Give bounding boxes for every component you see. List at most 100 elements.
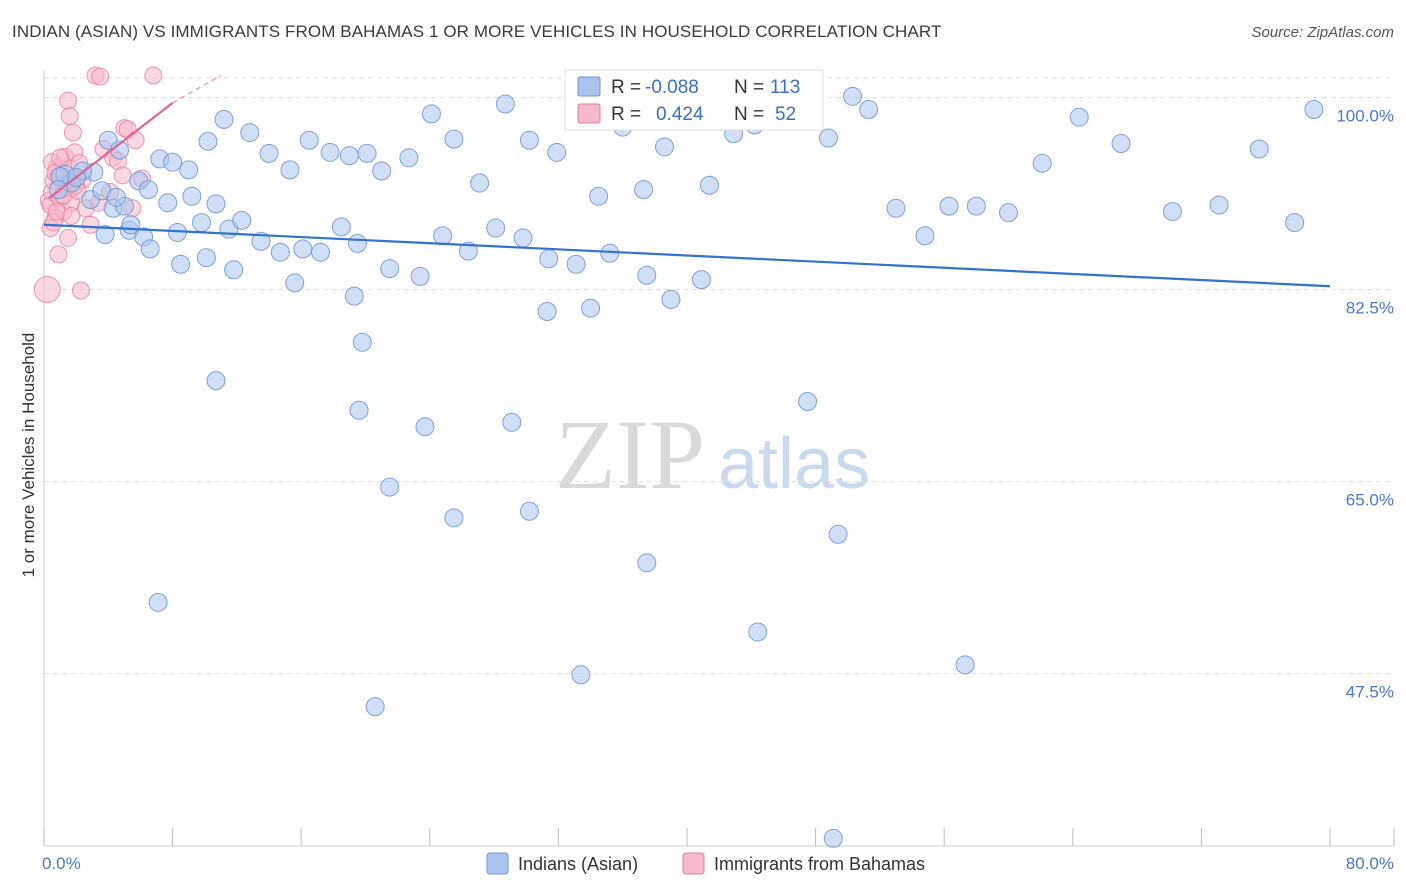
point-indians [915, 226, 935, 246]
point-indians [232, 210, 252, 230]
point-indians [415, 417, 435, 437]
point-indians [600, 243, 620, 263]
point-indians [513, 228, 533, 248]
point-indians [581, 298, 601, 318]
point-indians [634, 180, 654, 200]
point-indians [214, 109, 234, 129]
point-indians [519, 130, 539, 150]
point-indians [566, 254, 586, 274]
point-indians [179, 160, 199, 180]
watermark-zip: ZIP [555, 399, 705, 510]
trend-line-indians [43, 223, 1331, 288]
point-indians [310, 242, 330, 262]
point-indians [444, 508, 464, 528]
point-bahamas [59, 91, 78, 110]
point-indians [380, 259, 400, 279]
point-indians [1209, 195, 1229, 215]
point-indians [637, 553, 657, 573]
point-indians [198, 131, 218, 151]
point-indians [270, 242, 290, 262]
point-indians [547, 142, 567, 162]
point-indians [1111, 134, 1131, 154]
x-tick-label: 80.0% [1346, 854, 1394, 873]
point-indians [320, 142, 340, 162]
point-indians [828, 524, 848, 544]
legend-r-label-1: R = [611, 77, 641, 98]
y-axis-title: 1 or more Vehicles in Household [19, 333, 38, 578]
legend: R = -0.088 N = 113 R = 0.424 N = 52 [564, 69, 824, 131]
point-indians [171, 254, 191, 274]
point-indians [433, 226, 453, 246]
point-indians [339, 146, 359, 166]
legend-r-value-1: -0.088 [645, 77, 699, 98]
legend-r-label-2: R = [611, 104, 641, 125]
point-bahamas [71, 281, 90, 300]
legend-n-label-2: N = [734, 104, 764, 125]
point-indians [966, 196, 986, 216]
point-indians [798, 391, 818, 411]
point-indians [999, 203, 1018, 223]
point-indians [486, 218, 506, 238]
y-tick-label: 65.0% [1346, 491, 1394, 510]
point-indians [158, 193, 178, 213]
point-indians [163, 152, 183, 172]
y-tick-label: 100.0% [1336, 106, 1394, 125]
point-indians [251, 231, 271, 251]
bottom-legend-label-bahamas: Immigrants from Bahamas [714, 854, 925, 874]
point-indians [182, 186, 202, 206]
point-indians [700, 175, 720, 195]
point-bahamas [144, 66, 163, 85]
point-indians [661, 289, 681, 309]
point-bahamas [113, 166, 132, 185]
point-indians [1162, 202, 1182, 222]
point-indians [1304, 100, 1324, 120]
bottom-legend-swatch-indians [486, 852, 509, 875]
point-indians [372, 161, 392, 181]
point-indians [293, 239, 313, 259]
legend-n-value-1: 113 [770, 77, 800, 98]
point-indians [285, 273, 305, 293]
point-indians [859, 100, 879, 120]
point-indians [637, 265, 657, 285]
point-bahamas [62, 206, 81, 225]
point-indians [1069, 107, 1089, 127]
point-bahamas [49, 245, 68, 264]
point-indians [955, 655, 975, 675]
point-indians [95, 225, 115, 245]
point-indians [654, 137, 674, 157]
point-indians [939, 196, 959, 216]
point-indians [352, 332, 372, 352]
point-indians [470, 173, 490, 193]
chart-title: INDIAN (ASIAN) VS IMMIGRANTS FROM BAHAMA… [12, 22, 942, 41]
trend-lines [43, 74, 1331, 288]
point-indians [502, 412, 522, 432]
point-indians [259, 143, 279, 163]
legend-box [564, 69, 824, 131]
point-indians [138, 180, 158, 200]
watermark: ZIP atlas [555, 399, 870, 510]
point-indians [280, 160, 300, 180]
point-indians [823, 828, 843, 848]
point-indians [537, 301, 557, 321]
point-indians [148, 592, 168, 612]
point-indians [458, 241, 478, 261]
point-indians [106, 187, 126, 207]
point-indians [843, 86, 863, 106]
point-indians [331, 217, 351, 237]
point-indians [140, 239, 160, 259]
point-indians [206, 371, 226, 391]
tick-labels: 47.5% 65.0% 82.5% 100.0% 0.0% 80.0% [42, 106, 1394, 873]
bottom-legend-swatch-bahamas [682, 852, 705, 875]
trend-line-bahamas [48, 102, 174, 200]
point-indians [818, 128, 838, 148]
point-indians [365, 697, 385, 717]
point-indians [380, 477, 400, 497]
x-tick-label: 0.0% [42, 854, 81, 873]
point-indians [192, 213, 212, 233]
legend-n-label-1: N = [734, 77, 764, 98]
point-bahamas [126, 131, 145, 150]
point-bahamas [59, 228, 78, 247]
point-indians [410, 266, 430, 286]
point-indians [1285, 213, 1305, 233]
